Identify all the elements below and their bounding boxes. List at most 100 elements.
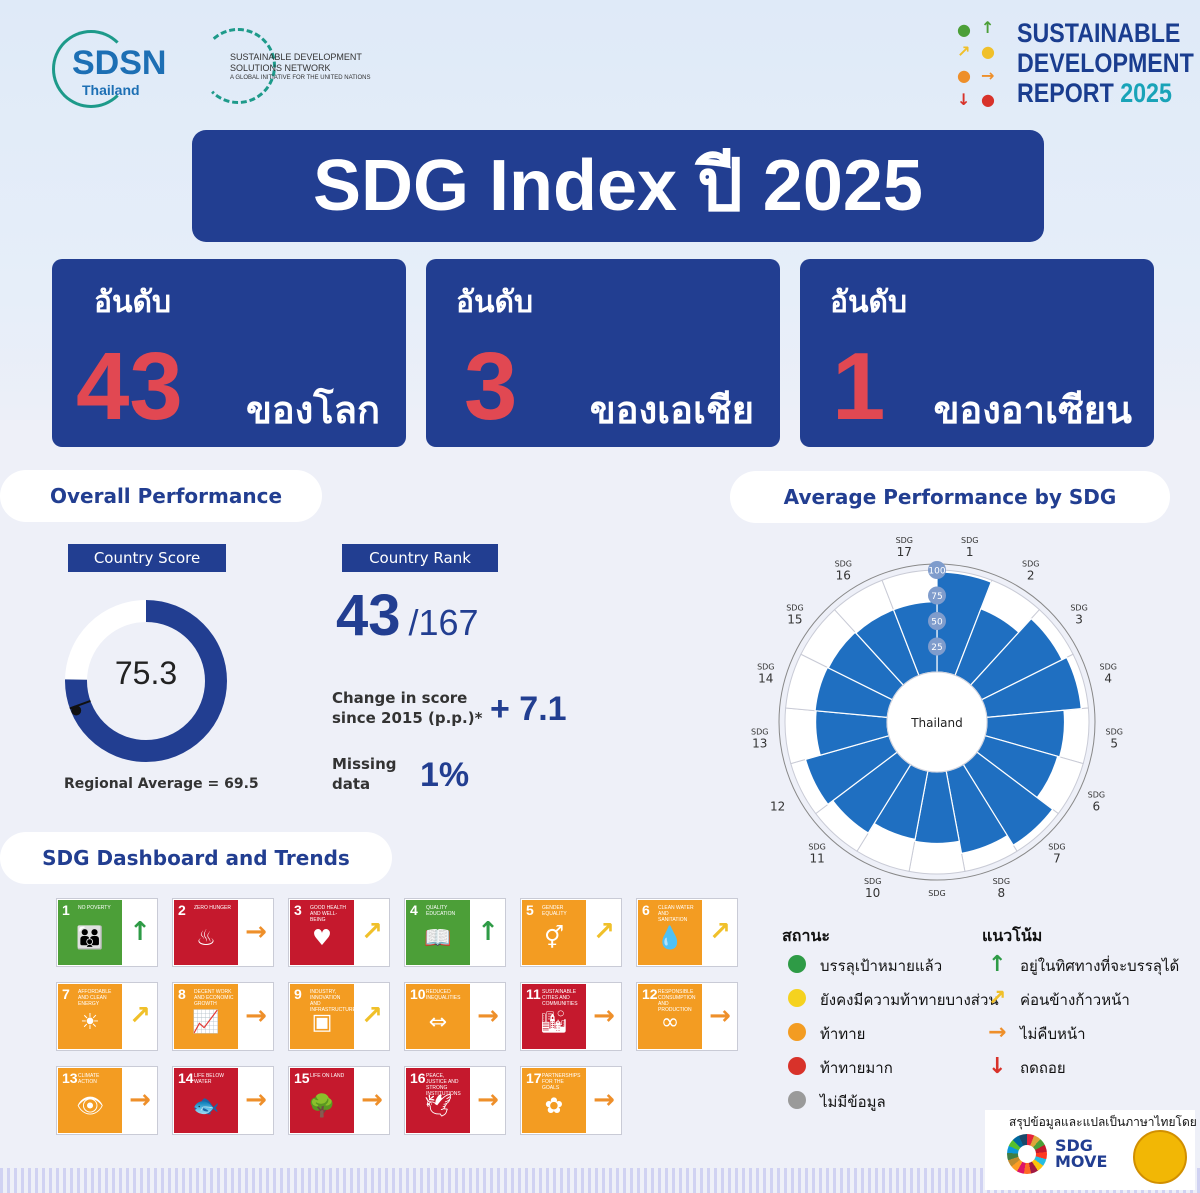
status-label: ท้าทายมาก bbox=[820, 1059, 893, 1077]
trend-arrow-icon: ↗ bbox=[361, 917, 383, 947]
sdg-tile-4: 4 QUALITY EDUCATION 📖 ↑ bbox=[404, 898, 506, 967]
sdsn-ring-icon bbox=[52, 30, 130, 108]
trend-arrow-icon: → bbox=[593, 1085, 615, 1115]
axis-label-prefix: SDG bbox=[928, 889, 945, 898]
rank-card-asia: อันดับ 3 ของเอเชีย bbox=[426, 259, 780, 447]
axis-label-prefix: SDG bbox=[1088, 790, 1105, 799]
sdg-goal-name: QUALITY EDUCATION bbox=[426, 905, 456, 917]
axis-label-prefix: SDG bbox=[961, 536, 978, 545]
trend-label: ถดถอย bbox=[1020, 1059, 1066, 1077]
radial-tick-marker bbox=[928, 612, 946, 630]
rank-scope: ของโลก bbox=[245, 388, 380, 432]
trend-arrow-icon: → bbox=[245, 917, 267, 947]
sdg-goal-icon: 5 GENDER EQUALITY ⚥ bbox=[522, 900, 586, 965]
regional-average-tick bbox=[69, 700, 91, 710]
missing-value: 1% bbox=[420, 756, 470, 794]
trend-arrow-icon: ↗ bbox=[988, 986, 1007, 1011]
trend-arrow-icon: → bbox=[245, 1001, 267, 1031]
sdg-goal-number: 6 bbox=[642, 902, 650, 918]
axis-label-number: 15 bbox=[787, 613, 802, 627]
sdg-goal-number: 8 bbox=[178, 986, 186, 1002]
missing-label-line1: Missing bbox=[332, 755, 397, 773]
axis-label-prefix: SDG bbox=[1048, 843, 1065, 852]
sdg-move-line1: SDG bbox=[1055, 1136, 1093, 1155]
axis-label-number: 9 bbox=[933, 898, 941, 900]
network-logo-line3: A GLOBAL INITIATIVE FOR THE UNITED NATIO… bbox=[230, 75, 371, 81]
axis-label-number: 5 bbox=[1110, 736, 1118, 750]
country-rank-total: /167 bbox=[408, 602, 479, 643]
axis-label-number: 1 bbox=[966, 545, 974, 559]
sdg-goal-glyph: ▣ bbox=[311, 1010, 333, 1035]
sdg-tile-11: 11 SUSTAINABLE CITIES AND COMMUNITIES 🏙 → bbox=[520, 982, 622, 1051]
axis-label-prefix: SDG bbox=[1106, 727, 1123, 736]
sdg-goal-number: 9 bbox=[294, 986, 302, 1002]
sdg-goal-icon: 4 QUALITY EDUCATION 📖 bbox=[406, 900, 470, 965]
sdg-goal-number: 4 bbox=[410, 902, 418, 918]
yellow-dot-icon: ● bbox=[981, 42, 995, 61]
sdg-tile-14: 14 LIFE BELOW WATER 🐟 → bbox=[172, 1066, 274, 1135]
trend-label: ค่อนข้างก้าวหน้า bbox=[1020, 991, 1130, 1009]
sdg-tile-16: 16 PEACE, JUSTICE AND STRONG INSTITUTIONS… bbox=[404, 1066, 506, 1135]
report-logo-line2: DEVELOPMENT bbox=[1017, 48, 1194, 78]
sdg-tile-17: 17 PARTNERSHIPS FOR THE GOALS ✿ → bbox=[520, 1066, 622, 1135]
axis-label-number: 2 bbox=[1027, 569, 1035, 583]
axis-label-number: 11 bbox=[809, 852, 824, 866]
right-arrow-icon: → bbox=[981, 66, 995, 85]
network-ring-icon bbox=[200, 28, 276, 104]
sdg-goal-glyph: 🕊 bbox=[424, 1094, 452, 1119]
sdg-goal-name: ZERO HUNGER bbox=[194, 905, 231, 911]
sdg-goal-icon: 2 ZERO HUNGER ♨ bbox=[174, 900, 238, 965]
radial-tick-label: 50 bbox=[931, 618, 943, 628]
trend-arrow-icon: → bbox=[477, 1001, 499, 1031]
radial-tick-marker bbox=[928, 561, 946, 579]
country-rank-tag: Country Rank bbox=[342, 544, 498, 572]
axis-label-number: 13 bbox=[752, 736, 767, 750]
dashboard-heading: SDG Dashboard and Trends bbox=[0, 832, 392, 884]
seal-icon bbox=[1133, 1130, 1187, 1184]
sdg-goal-icon: 10 REDUCED INEQUALITIES ⇔ bbox=[406, 984, 470, 1049]
rank-scope: ของอาเซียน bbox=[933, 388, 1132, 432]
sdg-goal-glyph: 👪 bbox=[76, 926, 104, 951]
trend-arrow-icon: → bbox=[245, 1085, 267, 1115]
sdg-tile-8: 8 DECENT WORK AND ECONOMIC GROWTH 📈 → bbox=[172, 982, 274, 1051]
sdg-goal-icon: 6 CLEAN WATER AND SANITATION 💧 bbox=[638, 900, 702, 965]
sdg-goal-icon: 8 DECENT WORK AND ECONOMIC GROWTH 📈 bbox=[174, 984, 238, 1049]
network-logo: SUSTAINABLE DEVELOPMENT SOLUTIONS NETWOR… bbox=[200, 28, 390, 104]
axis-label-prefix: SDG bbox=[1070, 604, 1087, 613]
network-logo-line2: SOLUTIONS NETWORK bbox=[230, 63, 331, 73]
polar-bar-chart: Thailand255075100SDG1SDG2SDG3SDG4SDG5SDG… bbox=[751, 536, 1123, 900]
report-logo-line3: REPORT bbox=[1017, 78, 1114, 108]
status-label: บรรลุเป้าหมายแล้ว bbox=[820, 957, 943, 975]
status-dot-icon bbox=[788, 955, 806, 973]
page-title: SDG Index ปี 2025 bbox=[192, 130, 1044, 242]
credit-box: สรุปข้อมูลและแปลเป็นภาษาไทยโดย SDG MOVE bbox=[985, 1110, 1197, 1190]
trend-arrow-icon: → bbox=[988, 1020, 1007, 1045]
country-score-value: 75.3 bbox=[114, 655, 178, 691]
overall-performance-heading: Overall Performance bbox=[0, 470, 322, 522]
sdg-goal-name: SUSTAINABLE CITIES AND COMMUNITIES bbox=[542, 989, 578, 1007]
radial-tick-label: 100 bbox=[928, 567, 945, 577]
sdg-goal-name: REDUCED INEQUALITIES bbox=[426, 989, 461, 1001]
sdsn-logo-country: Thailand bbox=[82, 82, 140, 98]
sdg-goal-icon: 12 RESPONSIBLE CONSUMPTION AND PRODUCTION… bbox=[638, 984, 702, 1049]
sdg-tile-6: 6 CLEAN WATER AND SANITATION 💧 ↗ bbox=[636, 898, 738, 967]
axis-label-prefix: SDG bbox=[1099, 662, 1116, 671]
sdg-wheel-icon bbox=[1007, 1134, 1047, 1174]
report-logo-text: SUSTAINABLE DEVELOPMENT REPORT 2025 bbox=[1017, 18, 1194, 108]
axis-label-number: 7 bbox=[1053, 852, 1061, 866]
sdg-tile-3: 3 GOOD HEALTH AND WELL-BEING ♥ ↗ bbox=[288, 898, 390, 967]
sdg-goal-number: 1 bbox=[62, 902, 70, 918]
sdg-goal-glyph: ⚥ bbox=[544, 926, 564, 951]
sdg-goal-number: 3 bbox=[294, 902, 302, 918]
trend-label: ไม่คืบหน้า bbox=[1020, 1025, 1086, 1043]
status-legend-heading: สถานะ bbox=[782, 926, 830, 945]
status-label: ท้าทาย bbox=[820, 1025, 866, 1043]
sdg-goal-glyph: ☀ bbox=[80, 1010, 100, 1035]
axis-label-number: 12 bbox=[770, 799, 785, 813]
sdg-goal-name: CLEAN WATER AND SANITATION bbox=[658, 905, 694, 923]
axis-label-number: 16 bbox=[836, 569, 851, 583]
country-rank: 43/167 bbox=[336, 582, 479, 649]
country-rank-value: 43 bbox=[336, 583, 401, 648]
sdg-goal-icon: 7 AFFORDABLE AND CLEAN ENERGY ☀ bbox=[58, 984, 122, 1049]
rank-number: 1 bbox=[832, 333, 886, 440]
